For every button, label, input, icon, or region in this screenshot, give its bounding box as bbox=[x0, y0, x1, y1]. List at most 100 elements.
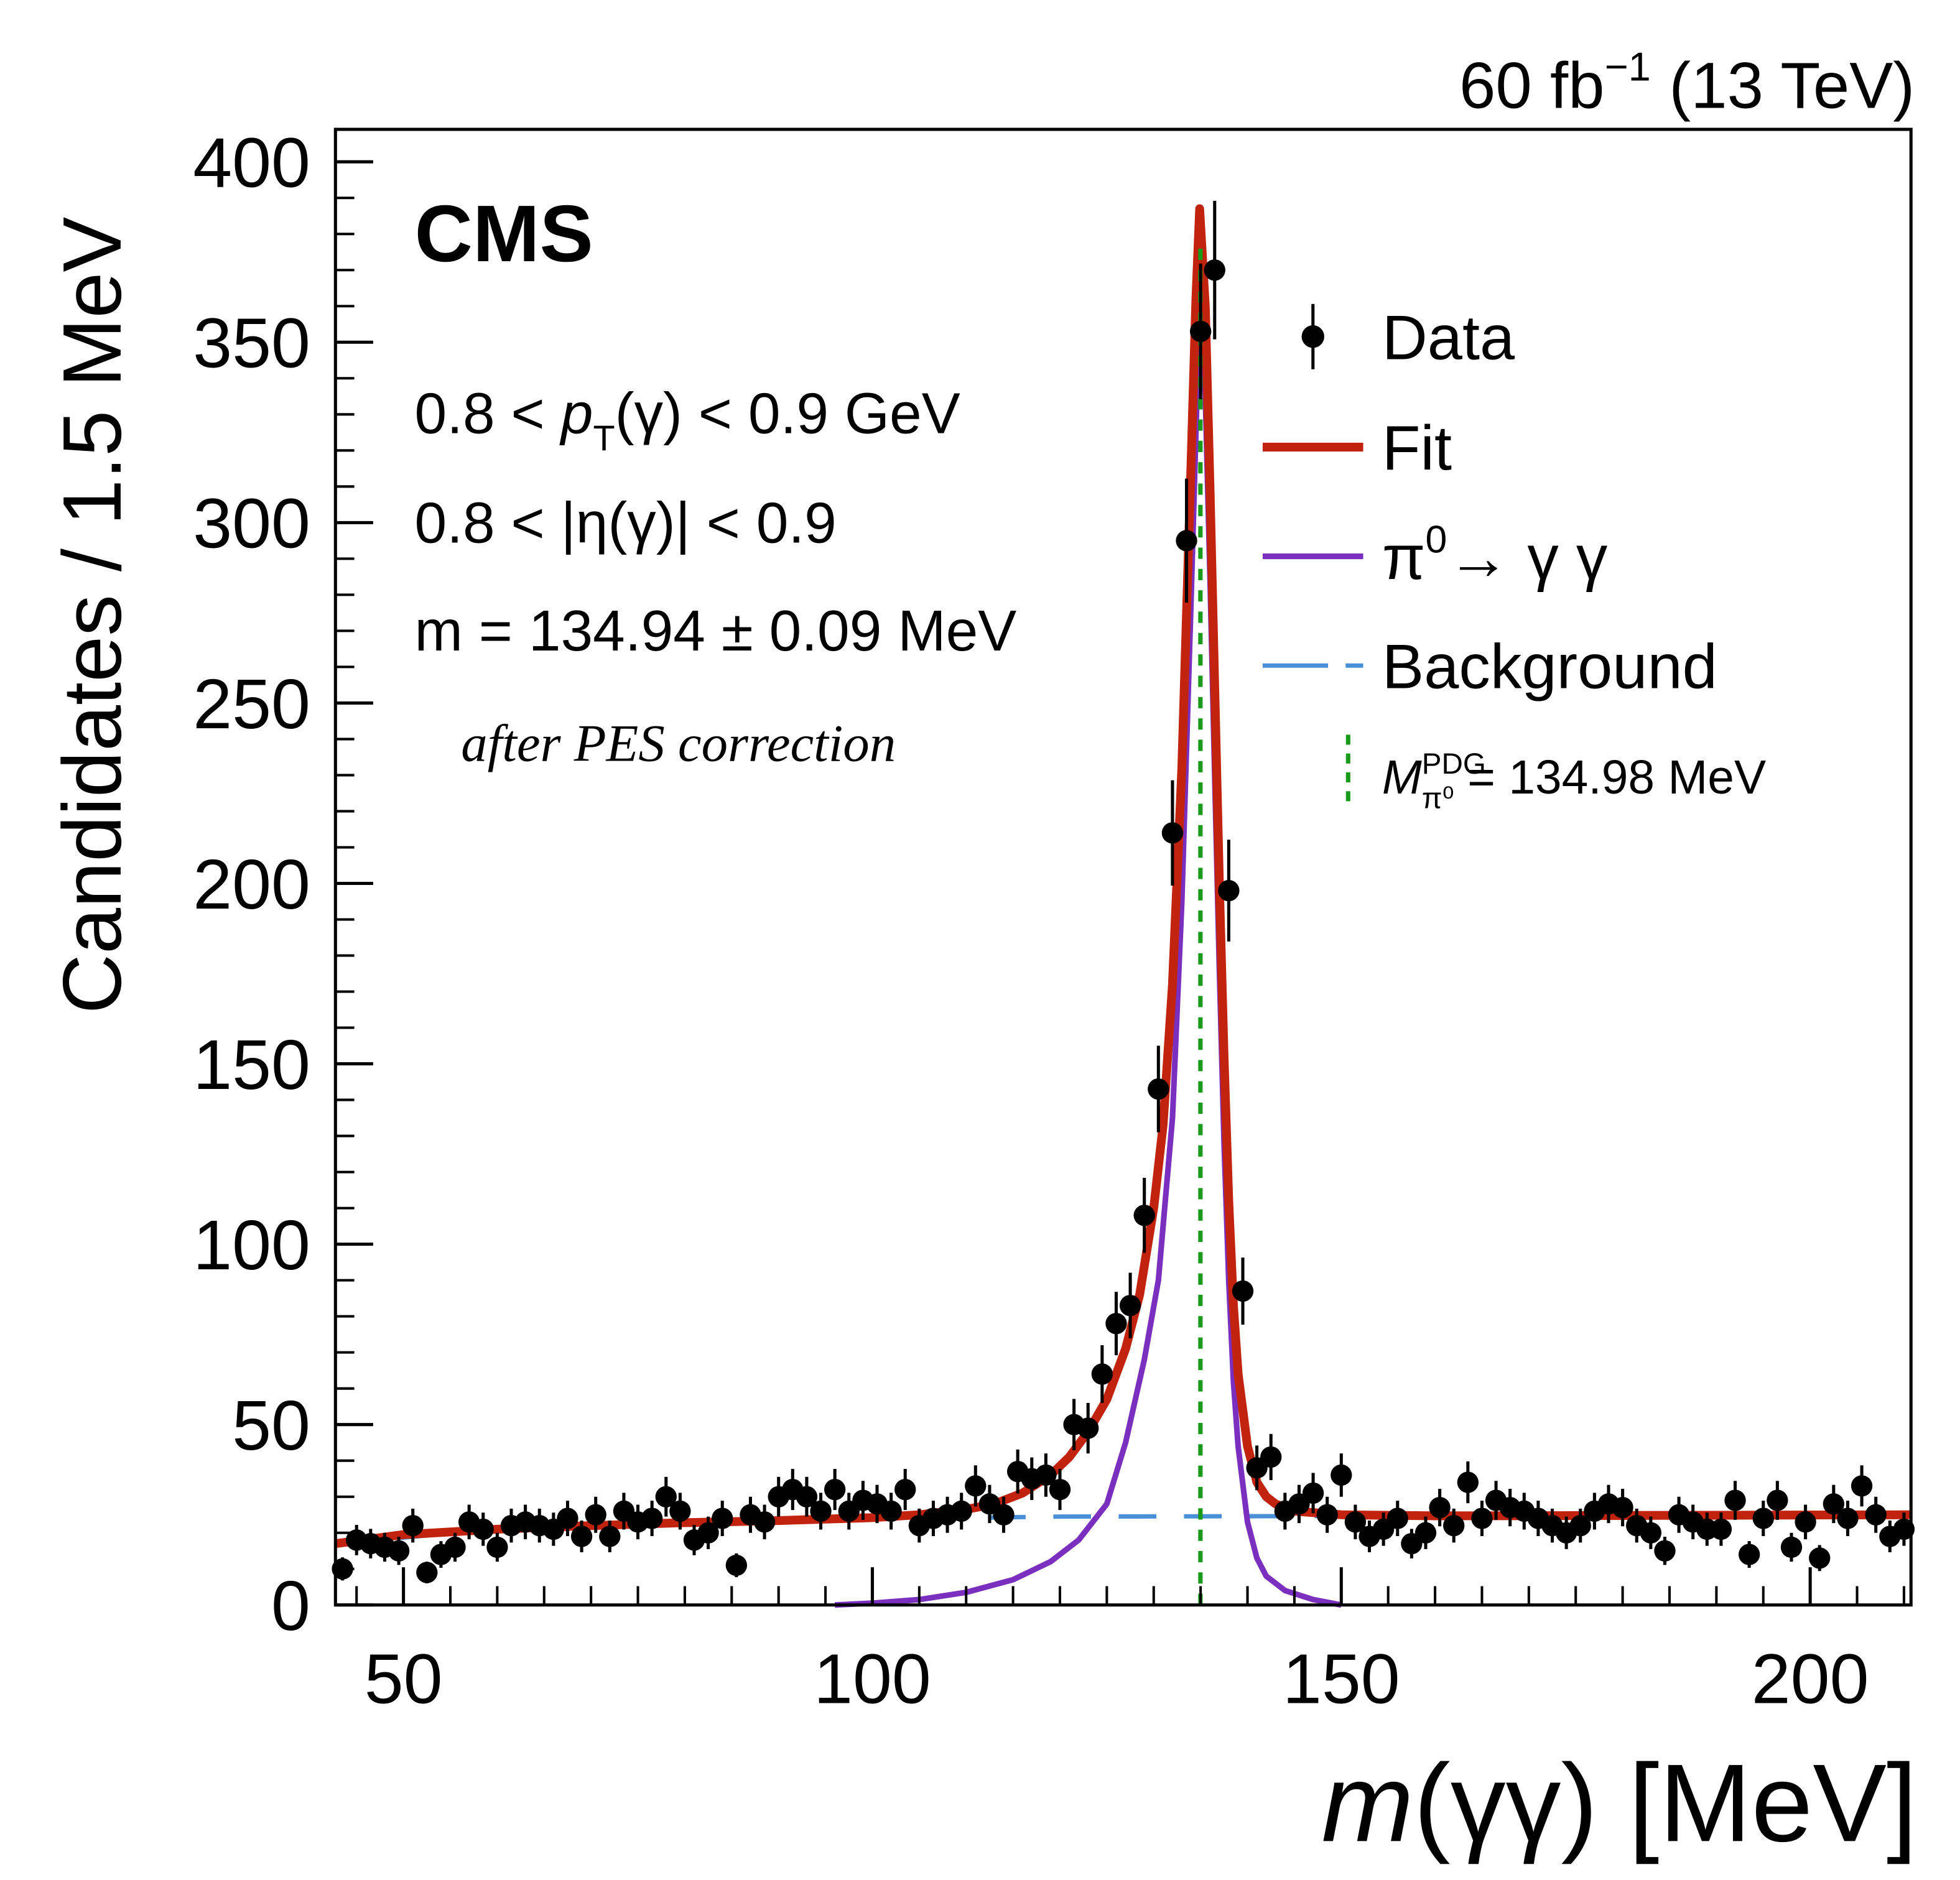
data-point bbox=[444, 1536, 466, 1558]
data-point bbox=[416, 1562, 438, 1583]
text-segment: PDG bbox=[1422, 748, 1486, 780]
data-point bbox=[1752, 1507, 1774, 1529]
data-point bbox=[1414, 1522, 1437, 1544]
data-point bbox=[1077, 1417, 1099, 1439]
annotation: after PES correction bbox=[461, 715, 896, 773]
data-point bbox=[1823, 1493, 1845, 1515]
data-point bbox=[1569, 1514, 1591, 1537]
legend-label: Fit bbox=[1382, 414, 1452, 483]
data-point bbox=[570, 1526, 593, 1547]
data-point bbox=[1119, 1295, 1141, 1317]
frame bbox=[333, 127, 1913, 1607]
data-point bbox=[894, 1478, 916, 1501]
data-point bbox=[1049, 1478, 1071, 1501]
text-segment: 0.8 < |η(γ)| < 0.9 bbox=[415, 490, 837, 555]
text-segment: M bbox=[1382, 751, 1422, 804]
data-point bbox=[1865, 1504, 1887, 1526]
data-point bbox=[950, 1500, 972, 1522]
text-segment: m = 134.94 ± 0.09 MeV bbox=[415, 598, 1017, 663]
text-segment: 60 fb bbox=[1459, 50, 1605, 123]
data-point bbox=[1218, 879, 1240, 902]
y-axis-title: Candidates / 1.5 MeV bbox=[46, 217, 139, 1014]
data-point bbox=[1105, 1313, 1127, 1335]
data-point bbox=[1232, 1280, 1254, 1302]
data-point bbox=[1091, 1363, 1113, 1385]
text-segment: (γ) < 0.9 GeV bbox=[615, 381, 960, 446]
text-segment: = 134.98 MeV bbox=[1467, 751, 1766, 804]
data-point bbox=[1133, 1205, 1155, 1226]
data-point bbox=[1204, 259, 1225, 281]
data-point bbox=[1809, 1547, 1831, 1569]
y-tick-label: 150 bbox=[193, 1026, 310, 1104]
data-point bbox=[880, 1500, 902, 1522]
x-tick-label: 50 bbox=[365, 1639, 443, 1718]
data-point bbox=[993, 1504, 1015, 1526]
text-segment: π⁰ bbox=[1422, 782, 1454, 815]
lumi-label: 60 fb−1 (13 TeV) bbox=[1459, 44, 1915, 123]
data-point bbox=[388, 1540, 410, 1562]
text-segment: −1 bbox=[1605, 44, 1651, 90]
data-point bbox=[1710, 1518, 1732, 1540]
text-segment: after PES correction bbox=[461, 715, 896, 773]
data-point bbox=[796, 1486, 818, 1507]
data-point bbox=[824, 1478, 846, 1501]
text-segment: 0.8 < bbox=[415, 381, 545, 446]
data-point bbox=[557, 1507, 578, 1529]
data-point bbox=[1780, 1536, 1803, 1558]
legend-label: MPDG π⁰ = 134.98 MeV bbox=[1382, 748, 1766, 815]
data-point bbox=[669, 1500, 691, 1522]
data-point bbox=[697, 1522, 719, 1544]
data-point bbox=[1640, 1522, 1662, 1544]
data-point bbox=[1767, 1489, 1788, 1511]
data-point bbox=[655, 1486, 677, 1507]
annotation: 0.8 < |η(γ)| < 0.9 bbox=[415, 490, 837, 555]
y-tick-label: 50 bbox=[232, 1386, 310, 1465]
data-point bbox=[1176, 530, 1197, 552]
annotation: m = 134.94 ± 0.09 MeV bbox=[415, 598, 1017, 663]
text-segment: 0 bbox=[1426, 518, 1447, 562]
data-point bbox=[1316, 1504, 1338, 1526]
x-tick-label: 150 bbox=[1283, 1639, 1400, 1718]
data-point bbox=[1161, 822, 1184, 844]
legend-marker bbox=[1301, 325, 1324, 348]
data-point bbox=[1386, 1507, 1408, 1529]
data-point bbox=[1795, 1511, 1816, 1533]
text-segment: (13 TeV) bbox=[1669, 50, 1915, 123]
data-point bbox=[486, 1536, 508, 1558]
legend-label: Background bbox=[1382, 632, 1717, 702]
data-point bbox=[1654, 1540, 1676, 1562]
data-point bbox=[1302, 1482, 1324, 1504]
y-tick-label: 0 bbox=[271, 1567, 310, 1645]
data-point bbox=[599, 1526, 621, 1547]
data-point bbox=[1893, 1518, 1915, 1540]
legend-label: Data bbox=[1382, 303, 1515, 373]
data-point bbox=[1724, 1489, 1746, 1511]
data-point bbox=[1148, 1078, 1169, 1100]
x-tick-label: 200 bbox=[1752, 1639, 1869, 1718]
data-point bbox=[1837, 1507, 1859, 1529]
text-segment: (γγ) [MeV] bbox=[1414, 1741, 1918, 1864]
data-point bbox=[965, 1475, 987, 1497]
y-tick-label: 200 bbox=[193, 845, 310, 924]
data-point bbox=[810, 1500, 832, 1522]
annotation: 0.8 < pT(γ) < 0.9 GeV bbox=[415, 381, 960, 459]
data-point bbox=[1429, 1496, 1451, 1519]
data-point bbox=[1035, 1464, 1057, 1486]
text-segment: → γ γ bbox=[1447, 523, 1608, 593]
data-point bbox=[1344, 1511, 1367, 1533]
x-axis-title: m(γγ) [MeV] bbox=[1322, 1741, 1918, 1864]
data-point bbox=[472, 1518, 494, 1540]
data-point bbox=[1260, 1446, 1282, 1468]
curve bbox=[335, 204, 1911, 1549]
data-point bbox=[1189, 320, 1212, 343]
y-tick-label: 400 bbox=[193, 124, 310, 202]
data-point bbox=[1738, 1544, 1760, 1565]
text-segment: p bbox=[559, 381, 593, 446]
data-point bbox=[641, 1507, 663, 1529]
text-segment: m bbox=[1322, 1741, 1414, 1864]
plot-area bbox=[332, 200, 1915, 1608]
data-point bbox=[1851, 1475, 1873, 1497]
data-point bbox=[585, 1504, 606, 1526]
